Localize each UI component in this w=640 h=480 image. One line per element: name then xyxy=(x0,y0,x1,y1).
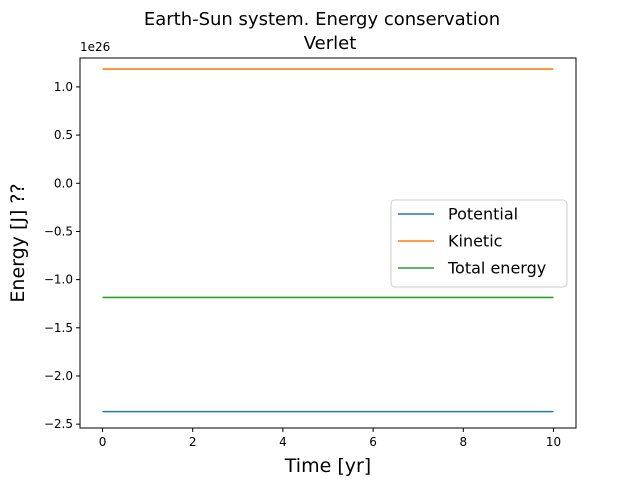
x-tick-label: 2 xyxy=(189,435,197,449)
y-tick-label: 0.0 xyxy=(54,176,73,190)
y-axis: 1.0 0.5 0.0 −0.5 −1.0 −1.5 −2.0 −2.5 xyxy=(44,80,80,431)
legend-label: Total energy xyxy=(447,259,546,278)
x-tick-label: 8 xyxy=(459,435,467,449)
x-tick-label: 6 xyxy=(369,435,377,449)
legend: Potential Kinetic Total energy xyxy=(390,199,568,288)
y-axis-label: Energy [J] ?? xyxy=(7,183,29,302)
y-tick-label: −2.0 xyxy=(44,369,73,383)
y-tick-label: −1.0 xyxy=(44,273,73,287)
y-tick-label: −1.5 xyxy=(44,321,73,335)
y-tick-label: −2.5 xyxy=(44,417,73,431)
x-tick-label: 0 xyxy=(99,435,107,449)
chart-title: Earth-Sun system. Energy conservation xyxy=(144,9,500,30)
legend-label: Kinetic xyxy=(448,232,502,251)
x-tick-label: 4 xyxy=(279,435,287,449)
legend-label: Potential xyxy=(448,205,518,224)
series-layer xyxy=(102,68,554,413)
x-axis: 0 2 4 6 8 10 xyxy=(99,428,561,449)
x-axis-label: Time [yr] xyxy=(284,455,371,477)
y-tick-label: 1.0 xyxy=(54,80,73,94)
y-offset-label: 1e26 xyxy=(80,40,110,54)
legend-frame xyxy=(390,199,568,288)
chart-subtitle: Verlet xyxy=(304,33,357,54)
y-tick-label: −0.5 xyxy=(44,224,73,238)
x-tick-label: 10 xyxy=(546,435,561,449)
y-tick-label: 0.5 xyxy=(54,128,73,142)
